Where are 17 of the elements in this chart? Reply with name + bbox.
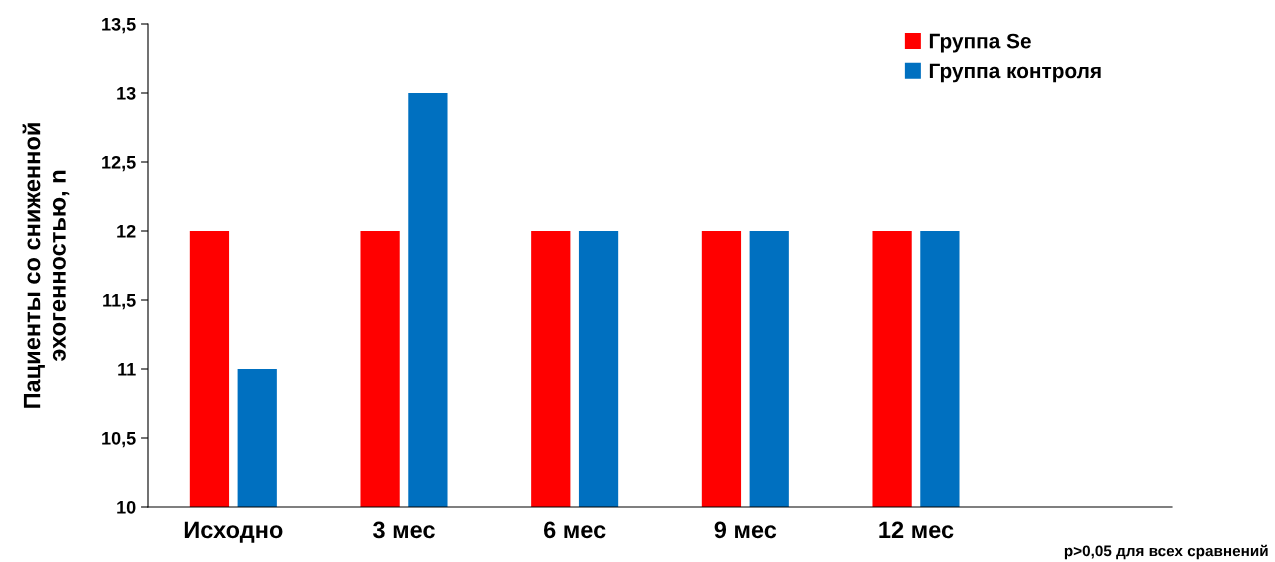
x-tick-label: 9 мес	[714, 521, 777, 539]
text: p>0,05 для всех сравнений	[1064, 544, 1268, 560]
legend-label: Группа контроля	[929, 63, 1101, 83]
x-tick-label: 3 мес	[373, 521, 435, 539]
x-tick-label: 6 мес	[543, 521, 606, 539]
y-tick-label: 11	[118, 363, 136, 376]
y-tick-label: 12,5	[102, 155, 136, 172]
y-tick-label: 11,5	[103, 294, 136, 310]
y-tick-label: 13,5	[102, 17, 136, 34]
y-tick-label: 13	[117, 86, 136, 100]
y-tick-label: 12	[117, 224, 136, 238]
y-tick-label: 10,5	[102, 431, 136, 448]
y-axis-title: Пациенты со сниженной эхогенностью, n	[22, 123, 70, 408]
y-tick-label: 10	[117, 500, 136, 514]
x-tick-label: Исходно	[184, 521, 283, 543]
legend-label: Группа Se	[929, 33, 1031, 53]
x-tick-label: 12 мес	[879, 521, 954, 539]
